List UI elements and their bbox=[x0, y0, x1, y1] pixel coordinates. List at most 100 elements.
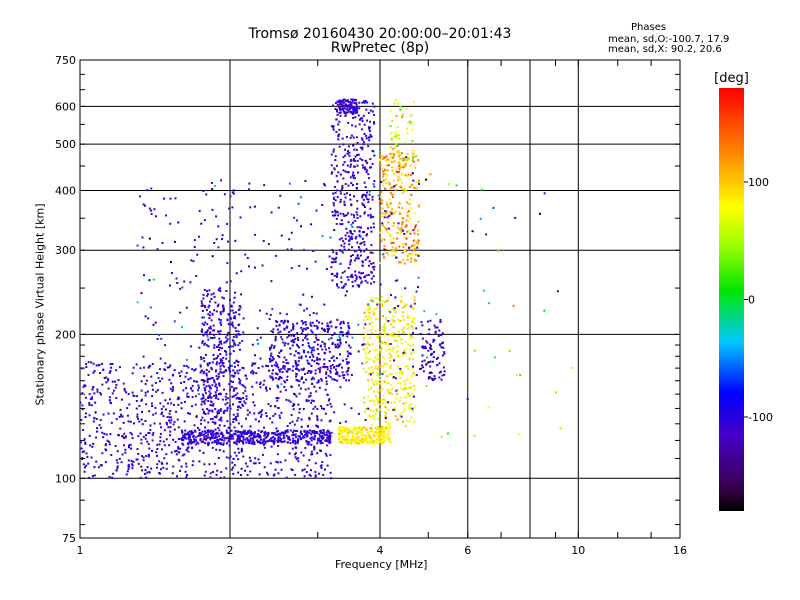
echo-point bbox=[219, 311, 222, 314]
echo-point bbox=[231, 374, 234, 377]
echo-point bbox=[261, 409, 264, 412]
echo-point bbox=[303, 436, 306, 439]
echo-point bbox=[428, 376, 431, 379]
echo-point bbox=[406, 152, 409, 155]
echo-point bbox=[334, 102, 337, 105]
echo-point bbox=[164, 214, 167, 217]
echo-point bbox=[320, 327, 323, 330]
echo-point bbox=[363, 181, 366, 184]
echo-point bbox=[406, 159, 409, 162]
echo-point bbox=[87, 374, 90, 377]
echo-point bbox=[348, 327, 351, 330]
echo-point bbox=[378, 436, 381, 439]
echo-point bbox=[387, 401, 390, 404]
echo-point bbox=[397, 150, 400, 153]
echo-point bbox=[175, 277, 178, 280]
echo-point bbox=[214, 301, 217, 304]
echo-point bbox=[377, 418, 380, 421]
echo-point bbox=[341, 438, 344, 441]
y-tick-label: 750 bbox=[55, 54, 76, 67]
echo-point bbox=[368, 139, 371, 142]
echo-point bbox=[162, 405, 165, 408]
echo-point bbox=[343, 98, 346, 101]
echo-point bbox=[408, 395, 411, 398]
echo-point bbox=[265, 415, 268, 418]
echo-point bbox=[202, 394, 205, 397]
echo-point bbox=[349, 352, 352, 355]
echo-point bbox=[226, 436, 229, 439]
echo-point bbox=[295, 363, 298, 366]
echo-point bbox=[219, 179, 222, 182]
echo-point bbox=[97, 364, 100, 367]
echo-point bbox=[164, 399, 167, 402]
echo-point bbox=[379, 196, 382, 199]
echo-point bbox=[271, 372, 274, 375]
echo-point bbox=[251, 362, 254, 365]
echo-point bbox=[140, 389, 143, 392]
echo-point bbox=[101, 452, 104, 455]
echo-point bbox=[330, 261, 333, 264]
echo-point bbox=[383, 244, 386, 247]
echo-point bbox=[217, 411, 220, 414]
echo-point bbox=[326, 327, 329, 330]
echo-point bbox=[381, 199, 384, 202]
echo-point bbox=[389, 348, 392, 351]
echo-point bbox=[422, 345, 425, 348]
echo-point bbox=[332, 128, 335, 131]
echo-point bbox=[346, 426, 349, 429]
echo-point bbox=[206, 362, 209, 365]
echo-point bbox=[338, 436, 341, 439]
echo-point bbox=[248, 435, 251, 438]
echo-point bbox=[209, 336, 212, 339]
echo-point bbox=[226, 420, 229, 423]
echo-point bbox=[408, 326, 411, 329]
echo-point bbox=[286, 248, 289, 251]
echo-point bbox=[409, 305, 412, 308]
echo-point bbox=[389, 343, 392, 346]
echo-point bbox=[220, 432, 223, 435]
echo-point bbox=[262, 383, 265, 386]
echo-point bbox=[172, 438, 175, 441]
echo-point bbox=[253, 404, 256, 407]
echo-point bbox=[425, 385, 428, 388]
echo-point bbox=[256, 327, 259, 330]
echo-point bbox=[140, 398, 143, 401]
echo-point bbox=[294, 393, 297, 396]
echo-point bbox=[310, 223, 313, 226]
echo-point bbox=[389, 392, 392, 395]
echo-point bbox=[234, 239, 237, 242]
echo-point bbox=[359, 215, 362, 218]
echo-point bbox=[198, 449, 201, 452]
echo-point bbox=[394, 247, 397, 250]
echo-point bbox=[271, 356, 274, 359]
echo-point bbox=[412, 410, 415, 413]
echo-point bbox=[207, 396, 210, 399]
echo-point bbox=[308, 362, 311, 365]
echo-point bbox=[209, 438, 212, 441]
echo-point bbox=[374, 367, 377, 370]
echo-point bbox=[423, 310, 426, 313]
echo-point bbox=[394, 409, 397, 412]
echo-point bbox=[237, 372, 240, 375]
echo-point bbox=[402, 306, 405, 309]
echo-point bbox=[399, 338, 402, 341]
echo-point bbox=[471, 230, 474, 233]
echo-point bbox=[353, 216, 356, 219]
echo-point bbox=[303, 327, 306, 330]
echo-point bbox=[393, 359, 396, 362]
echo-point bbox=[239, 400, 242, 403]
echo-point bbox=[91, 388, 94, 391]
echo-point bbox=[206, 329, 209, 332]
echo-point bbox=[409, 232, 412, 235]
echo-point bbox=[365, 428, 368, 431]
echo-point bbox=[93, 416, 96, 419]
echo-point bbox=[419, 332, 422, 335]
echo-point bbox=[219, 368, 222, 371]
echo-point bbox=[323, 184, 326, 187]
echo-point bbox=[84, 412, 87, 415]
echo-point bbox=[159, 468, 162, 471]
echo-point bbox=[413, 317, 416, 320]
echo-point bbox=[179, 311, 182, 314]
echo-point bbox=[358, 107, 361, 110]
echo-point bbox=[266, 435, 269, 438]
